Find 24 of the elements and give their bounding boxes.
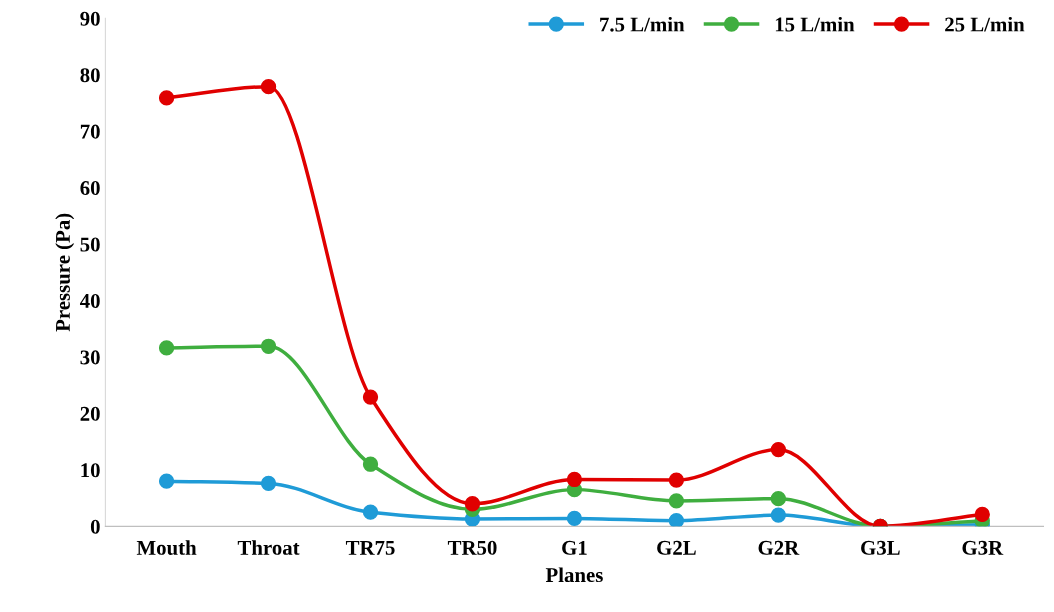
legend-label: 15 L/min	[775, 16, 855, 32]
y-tick-label: 40	[79, 293, 100, 308]
x-tick-label: TR50	[447, 540, 497, 555]
legend-label: 7.5 L/min	[600, 16, 685, 32]
y-tick-label: 20	[80, 406, 100, 421]
x-axis-title: Planes	[545, 567, 603, 583]
x-tick-label: G3L	[861, 540, 900, 555]
y-tick-label: 0	[90, 519, 100, 534]
x-tick-label: Throat	[237, 540, 300, 555]
y-tick-label: 50	[80, 237, 100, 252]
y-tick-label: 90	[80, 11, 100, 26]
x-tick-label: Mouth	[136, 540, 197, 555]
y-tick-label: 80	[80, 68, 100, 83]
x-tick-label: G2L	[657, 540, 696, 555]
y-tick-label: 30	[80, 350, 100, 365]
x-tick-label: G3R	[962, 540, 1004, 555]
y-tick-label: 70	[80, 124, 100, 139]
x-tick-label: G2R	[758, 540, 800, 555]
y-tick-label: 60	[80, 181, 100, 196]
x-tick-label: G1	[562, 540, 587, 555]
legend-label: 25 L/min	[945, 16, 1025, 32]
x-tick-label: TR75	[345, 541, 395, 555]
y-axis-title: Pressure (Pa)	[55, 213, 75, 332]
y-tick-label: 10	[81, 463, 100, 478]
